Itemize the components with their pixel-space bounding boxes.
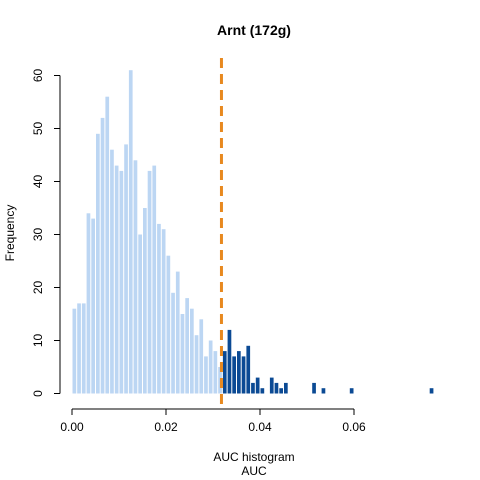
- histogram-bar: [255, 377, 260, 394]
- histogram-bar: [105, 96, 110, 394]
- y-axis-label: Frequency: [3, 205, 17, 262]
- histogram-bar: [152, 165, 157, 394]
- x-axis: 0.00 0.02 0.04 0.06: [60, 408, 366, 434]
- histogram-bar: [429, 388, 434, 394]
- histogram-bar: [91, 218, 95, 394]
- histogram-bar: [251, 382, 255, 394]
- histogram-bar: [72, 308, 77, 394]
- histogram-bar: [133, 160, 138, 394]
- histogram-bar: [171, 292, 175, 394]
- histogram-bar: [237, 351, 241, 394]
- histogram-bar: [175, 271, 180, 394]
- y-tick-label: 50: [31, 122, 45, 136]
- histogram-bar: [147, 170, 152, 394]
- histogram-bar: [321, 388, 326, 394]
- x-tick-label: 0.00: [60, 420, 84, 434]
- histogram-bar: [284, 382, 288, 394]
- histogram-bar: [279, 388, 283, 394]
- histogram-bar: [190, 308, 194, 394]
- histogram-bar: [246, 345, 251, 394]
- histogram-bar: [157, 223, 161, 394]
- histogram-bar: [227, 329, 232, 394]
- histogram-bar: [86, 213, 91, 394]
- y-tick-label: 30: [31, 228, 45, 242]
- histogram-bar: [77, 303, 81, 394]
- histogram-bar: [96, 133, 100, 394]
- y-tick-label: 20: [31, 281, 45, 295]
- chart-title: Arnt (172g): [217, 22, 291, 38]
- histogram-bar: [119, 170, 124, 394]
- x-axis-sublabel: AUC: [241, 464, 267, 478]
- histogram-bar: [185, 298, 189, 394]
- histogram-bar: [138, 234, 142, 394]
- histogram-bar: [241, 356, 246, 394]
- histogram-bar: [312, 382, 316, 394]
- histogram-bar: [213, 351, 218, 394]
- histogram-bar: [269, 377, 274, 394]
- y-tick-label: 40: [31, 175, 45, 189]
- y-axis: 0 10 20 30 40 50 60: [31, 69, 61, 397]
- y-tick-label: 10: [31, 334, 45, 348]
- y-tick-label: 0: [31, 390, 45, 397]
- histogram-bar: [114, 165, 119, 394]
- histogram-bar: [81, 303, 86, 394]
- x-axis-label: AUC histogram: [213, 450, 294, 464]
- histogram-bar: [194, 335, 199, 394]
- x-tick-label: 0.04: [248, 420, 272, 434]
- histogram-bar: [128, 70, 133, 394]
- x-tick-label: 0.06: [342, 420, 366, 434]
- histogram-bar: [110, 149, 114, 394]
- histogram-bar: [161, 229, 166, 394]
- histogram-bar: [124, 144, 128, 394]
- histogram-bar: [208, 340, 213, 394]
- bars-group: [72, 70, 434, 394]
- histogram-bar: [274, 382, 279, 394]
- histogram-bar: [180, 314, 185, 394]
- histogram-bar: [199, 319, 204, 394]
- histogram-bar: [143, 208, 147, 394]
- x-tick-label: 0.02: [154, 420, 178, 434]
- histogram-bar: [232, 356, 236, 394]
- histogram-bar: [100, 117, 105, 394]
- histogram-bar: [204, 356, 208, 394]
- histogram-bar: [222, 351, 227, 394]
- histogram-bar: [260, 388, 265, 394]
- histogram-bar: [166, 255, 171, 394]
- y-tick-label: 60: [31, 69, 45, 83]
- histogram-bar: [349, 388, 354, 394]
